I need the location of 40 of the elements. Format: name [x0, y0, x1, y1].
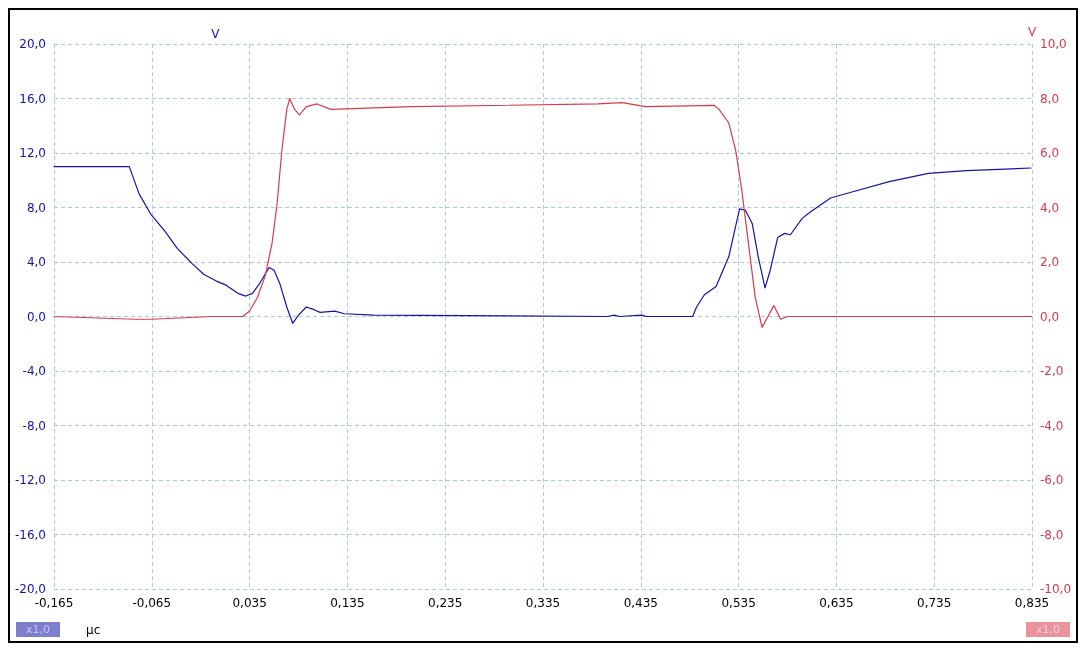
- y-tick-label: -12,0: [14, 473, 46, 487]
- y2-tick-label: 6,0: [1040, 146, 1060, 160]
- y-tick-label: -4,0: [22, 364, 46, 378]
- y-tick-label: 0,0: [26, 309, 46, 324]
- y-tick-label: 4,0: [26, 255, 46, 269]
- y2-tick-label: -6,0: [1040, 473, 1064, 487]
- x-tick-label: 0,535: [721, 596, 756, 610]
- x-tick-label: 0,635: [819, 596, 854, 610]
- y2-tick-label: -4,0: [1040, 418, 1064, 433]
- y2-tick-label: -8,0: [1040, 527, 1064, 542]
- y-tick-label: -8,0: [22, 418, 46, 433]
- x-tick-label: 0,735: [917, 596, 952, 610]
- y2-tick-label: 8,0: [1040, 91, 1060, 106]
- y2-tick-label: -10,0: [1040, 582, 1072, 596]
- y2-tick-label: 10,0: [1040, 37, 1067, 51]
- x-tick-label: -0,165: [34, 596, 74, 610]
- y-tick-label: 8,0: [26, 200, 46, 215]
- y2-tick-label: 2,0: [1040, 255, 1060, 269]
- x-tick-label: 0,335: [525, 596, 561, 610]
- x-tick-label: 0,135: [330, 596, 365, 610]
- y2-tick-label: 0,0: [1040, 309, 1060, 324]
- y2-tick-label: -2,0: [1040, 364, 1064, 378]
- y-tick-label: 20,0: [19, 37, 46, 51]
- x-tick-label: -0,065: [132, 596, 172, 610]
- x-tick-label: 0,835: [1014, 596, 1050, 610]
- text: x1,0: [26, 623, 51, 636]
- y-tick-label: -20,0: [14, 582, 46, 596]
- y-tick-label: 16,0: [19, 91, 46, 106]
- y-axis-title: V: [211, 27, 221, 41]
- y-tick-label: 12,0: [19, 146, 46, 160]
- x-tick-label: 0,235: [428, 596, 463, 610]
- line-series: [53, 166, 1032, 324]
- y-tick-label: -16,0: [14, 527, 46, 542]
- x-tick-label: 0,035: [232, 596, 267, 610]
- y2-axis-title: V: [1027, 25, 1037, 40]
- x-tick-label: 0,435: [623, 596, 658, 610]
- line-series: [53, 97, 1033, 328]
- text: x1,0: [1036, 623, 1061, 636]
- x-axis-title: μc: [86, 623, 101, 637]
- y2-tick-label: 4,0: [1040, 200, 1060, 215]
